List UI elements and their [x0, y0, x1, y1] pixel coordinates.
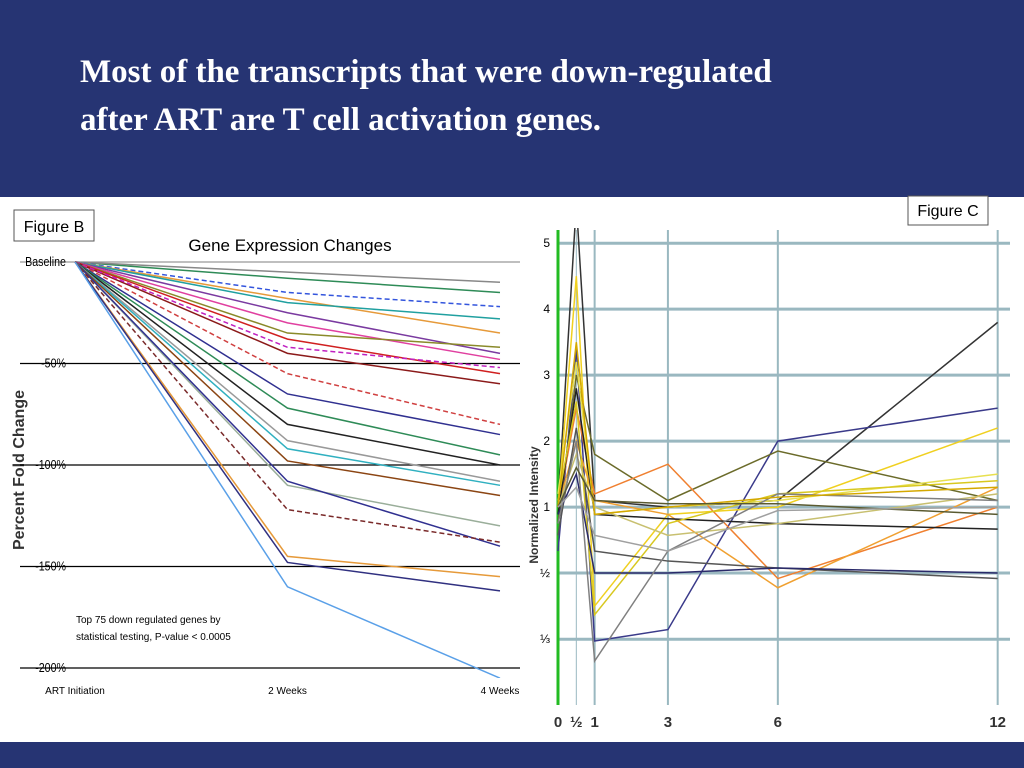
series-line	[74, 261, 501, 375]
series-line	[557, 452, 998, 537]
series-line	[74, 261, 501, 334]
x-tick-label: ART Initiation	[45, 686, 105, 697]
y-tick-label: -200%	[35, 660, 66, 675]
series-line	[74, 261, 501, 308]
series-line	[74, 261, 501, 355]
plot-lines	[557, 228, 999, 664]
x-tick-label: 1	[590, 714, 598, 731]
x-tick-label: 4 Weeks	[481, 686, 520, 697]
figure-label-box	[907, 195, 989, 226]
series-line	[74, 261, 501, 678]
y-tick-label: -50%	[41, 355, 66, 370]
y-axis-label: Normalized Intensity	[527, 446, 541, 564]
series-line	[74, 261, 501, 436]
title-line: after ART are T cell activation genes.	[80, 102, 601, 138]
x-tick-label: 3	[664, 714, 672, 731]
series-line	[74, 261, 501, 543]
y-tick-label: 4	[543, 302, 550, 316]
series-line	[74, 261, 501, 497]
slide-title: Most of the transcripts that were down-r…	[80, 48, 772, 144]
series-line	[74, 261, 501, 361]
series-line	[557, 276, 998, 609]
series-line	[74, 261, 501, 369]
y-tick-label: -100%	[35, 457, 66, 472]
x-tick-label: 2 Weeks	[268, 686, 307, 697]
y-tick-label: ⅓	[540, 632, 550, 646]
annotation: Top 75 down regulated genes by	[76, 615, 221, 626]
annotation: statistical testing, P-value < 0.0005	[76, 632, 231, 643]
series-line	[74, 261, 501, 456]
x-tick-label: ½	[570, 714, 583, 731]
series-line	[74, 261, 501, 385]
series-line	[74, 261, 501, 349]
series-line	[74, 261, 501, 527]
series-line	[557, 401, 998, 617]
series-line	[74, 261, 501, 466]
series-line	[74, 261, 501, 294]
white-panel	[0, 197, 1024, 742]
x-tick-label: 6	[774, 714, 782, 731]
y-tick-label: 2	[543, 434, 550, 448]
chart-title: Gene Expression Changes	[188, 236, 391, 255]
plot-lines	[74, 261, 501, 678]
y-tick-label: 5	[543, 236, 550, 250]
series-line	[74, 261, 501, 284]
series-line	[557, 465, 998, 516]
x-tick-label: 12	[989, 714, 1006, 731]
y-tick-label: 3	[543, 368, 550, 382]
series-line	[74, 261, 501, 578]
x-tick-label: 0	[554, 714, 562, 731]
series-line	[74, 261, 501, 482]
y-tick-label: Baseline	[25, 254, 66, 269]
series-line	[74, 261, 501, 426]
y-tick-label: ½	[540, 566, 550, 580]
y-axis-label: Percent Fold Change	[11, 390, 28, 550]
series-line	[557, 485, 998, 552]
series-line	[557, 407, 998, 580]
series-line	[74, 261, 501, 320]
y-tick-label: 1	[543, 500, 550, 514]
series-line	[74, 261, 501, 487]
series-line	[74, 261, 501, 592]
y-tick-label: -150%	[35, 558, 66, 573]
figure-label: Figure B	[24, 219, 84, 236]
series-line	[557, 427, 998, 580]
series-line	[557, 471, 998, 574]
series-line	[557, 228, 999, 508]
figure-label-box	[13, 209, 95, 242]
title-line: Most of the transcripts that were down-r…	[80, 54, 772, 90]
figure-label: Figure C	[917, 203, 978, 220]
series-line	[557, 342, 998, 516]
series-line	[557, 388, 998, 530]
series-line	[557, 374, 998, 524]
series-line	[74, 261, 501, 547]
